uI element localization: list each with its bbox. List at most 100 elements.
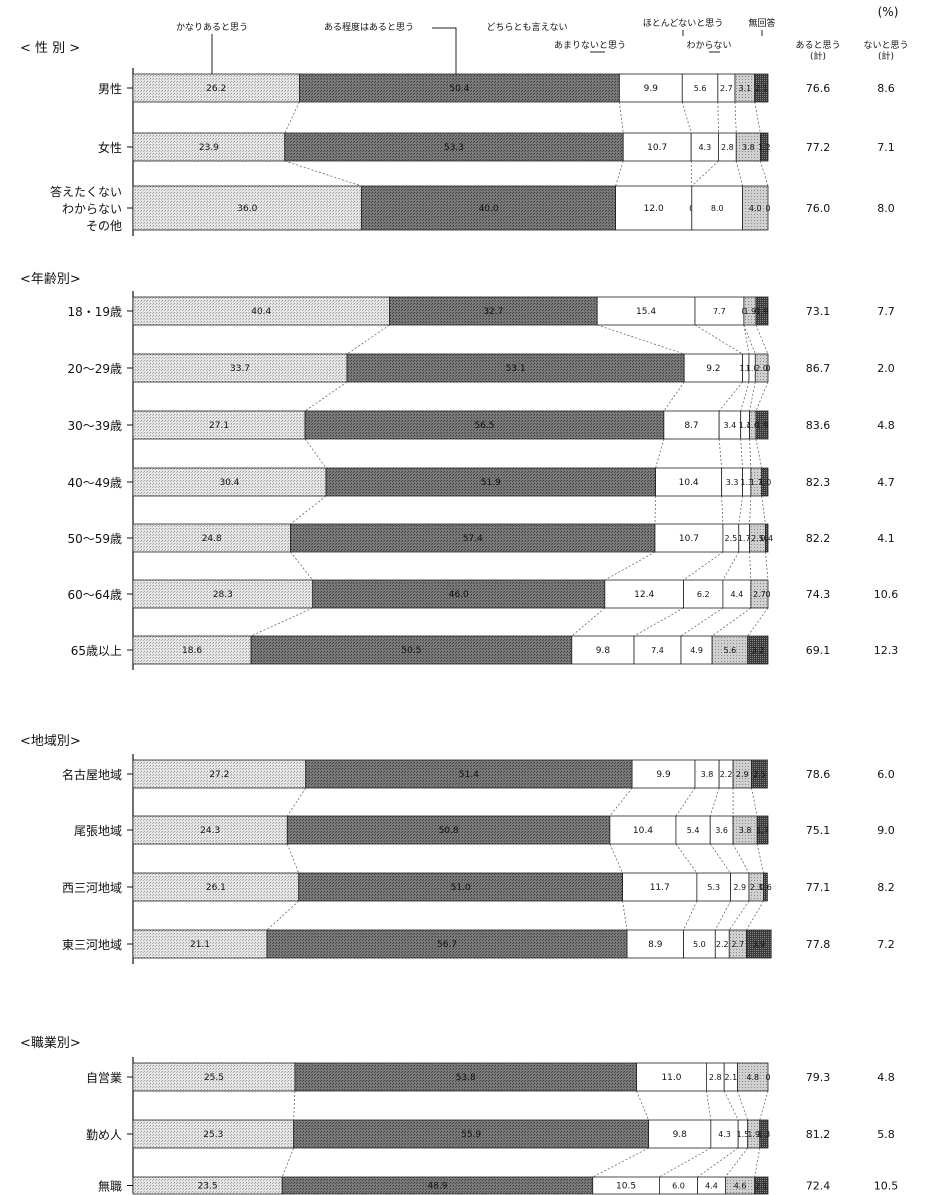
- legend-label-1: ある程度はあると思う: [324, 21, 414, 33]
- nai-total-value: 10.5: [874, 1180, 899, 1193]
- bar-value-label: 1.7: [750, 478, 763, 487]
- bar-value-label: 10.4: [679, 478, 699, 488]
- bar-value-label: 9.9: [644, 84, 659, 94]
- bar-value-label: 2.9: [736, 770, 749, 779]
- connector-line: [765, 551, 769, 581]
- bar-segment-1: [312, 579, 606, 609]
- connector-line: [749, 438, 752, 469]
- connector-line: [761, 495, 766, 525]
- connector-line: [346, 324, 390, 355]
- aru-total-value: 77.1: [806, 881, 831, 894]
- connector-line: [293, 1090, 296, 1121]
- bar-value-label: 5.4: [687, 826, 700, 835]
- bar-value-label: 4.6: [734, 1182, 747, 1191]
- bar-value-label: 5.6: [694, 84, 707, 93]
- bar-value-label: 10.4: [633, 826, 653, 836]
- nai-total-value: 8.2: [877, 881, 895, 894]
- legend-label-0: かなりあると思う: [176, 22, 248, 33]
- bar-value-label: 4.3: [718, 1130, 731, 1139]
- bar-segment-2: [622, 872, 698, 902]
- bar-value-label: 40.4: [251, 307, 271, 317]
- bar-segment-5: [742, 185, 769, 231]
- legend-label-4: ほとんどないと思う: [643, 18, 724, 29]
- bar-segment-6: [754, 73, 769, 103]
- bar-value-label: 6.2: [697, 590, 710, 599]
- bar-segment-5: [732, 815, 758, 845]
- bar-value-label: 3.1: [738, 84, 751, 93]
- bar-value-label: 2.8: [721, 143, 734, 152]
- bar-segment-0: [132, 929, 268, 959]
- bar-value-label: 26.1: [206, 883, 226, 893]
- connector-line: [633, 607, 684, 637]
- connector-line: [760, 160, 769, 187]
- connector-line: [697, 1147, 739, 1178]
- connector-line: [755, 438, 762, 469]
- bar-row: 答えたくないわからないその他36.040.012.008.04.0076.08.…: [50, 160, 895, 233]
- bar-value-label: 11.7: [650, 883, 670, 893]
- connector-line: [636, 1090, 649, 1121]
- aru-total-value: 74.3: [806, 588, 831, 601]
- bar-value-label: 36.0: [237, 204, 257, 214]
- bar-row: 勤め人 25.3 55.9 9.8 4.3 1.51.91.3 81.2 5.8: [86, 1090, 895, 1149]
- connector-line: [743, 324, 750, 355]
- bar-value-label: 2.5: [724, 534, 737, 543]
- bar-value-label: 10.7: [679, 534, 699, 544]
- bar-value-label: 2.5: [753, 770, 766, 779]
- bar-value-label: 1.9: [756, 421, 769, 430]
- nai-total-value: 4.7: [877, 476, 895, 489]
- bar-value-label: 2.1: [724, 1073, 737, 1082]
- connector-line: [734, 101, 737, 134]
- connector-line: [754, 1147, 761, 1178]
- bar-value-label: 1.7: [738, 534, 751, 543]
- bar-segment-2: [655, 467, 723, 497]
- row-label: わからない: [62, 202, 122, 216]
- bar-segment-6: [747, 635, 769, 665]
- bar-value-label: 5.6: [724, 646, 737, 655]
- connector-line: [743, 324, 756, 355]
- aru-total-value: 83.6: [806, 419, 831, 432]
- connector-line: [755, 324, 769, 355]
- connector-line: [718, 381, 743, 412]
- bar-segment-2: [596, 296, 696, 326]
- bar-value-label: 12.4: [634, 590, 654, 600]
- connector-line: [735, 160, 743, 187]
- bar-value-label: 1.7: [756, 826, 769, 835]
- connector-line: [746, 900, 764, 931]
- bar-value-label: 25.3: [203, 1130, 223, 1140]
- connector-line: [749, 551, 752, 581]
- bar-value-label: 1.9: [756, 307, 769, 316]
- bar-row: 無職 23.5 48.9 10.5 6.0 4.4 4.6 2.1 72.4 10.5: [98, 1147, 899, 1195]
- aru-total-value: 76.0: [806, 202, 831, 215]
- row-label: 自営業: [86, 1071, 122, 1085]
- connector-line: [284, 101, 300, 134]
- bar-value-label: 2.7: [720, 84, 733, 93]
- connector-line: [737, 1090, 749, 1121]
- connector-line: [728, 900, 750, 931]
- bar-segment-1: [293, 1119, 650, 1149]
- bar-value-label: 2.1: [755, 1182, 768, 1191]
- bar-value-label: 51.0: [451, 883, 471, 893]
- connector-line: [281, 1147, 294, 1178]
- row-label: その他: [86, 219, 122, 233]
- row-label: 30～39歳: [67, 419, 122, 433]
- bar-value-label: 25.5: [204, 1073, 224, 1083]
- bar-segment-0: [132, 185, 363, 231]
- bar-value-label: 27.1: [209, 421, 229, 431]
- bar-segment-2: [663, 410, 720, 440]
- connector-line: [615, 160, 624, 187]
- bar-segment-1: [250, 635, 573, 665]
- row-label: 18・19歳: [67, 305, 122, 319]
- connector-line: [619, 101, 624, 134]
- row-label: 名古屋地域: [62, 767, 122, 782]
- bar-value-label: 0: [765, 364, 770, 373]
- connector-line: [754, 101, 761, 134]
- group-3: <職業別>自営業 25.5 53.8 11.0 2.8 2.1 4.8 0 79.3 4.8勤め人…: [20, 1035, 899, 1195]
- bar-value-label: 9.9: [656, 770, 671, 780]
- bar-value-label: 50.5: [401, 646, 421, 656]
- connector-line: [659, 1147, 712, 1178]
- aru-total-value: 73.1: [806, 305, 831, 318]
- row-label: 西三河地域: [62, 881, 122, 895]
- bar-value-label: 3.2: [751, 646, 764, 655]
- connector-line: [751, 787, 758, 817]
- bar-segment-3: [690, 132, 719, 162]
